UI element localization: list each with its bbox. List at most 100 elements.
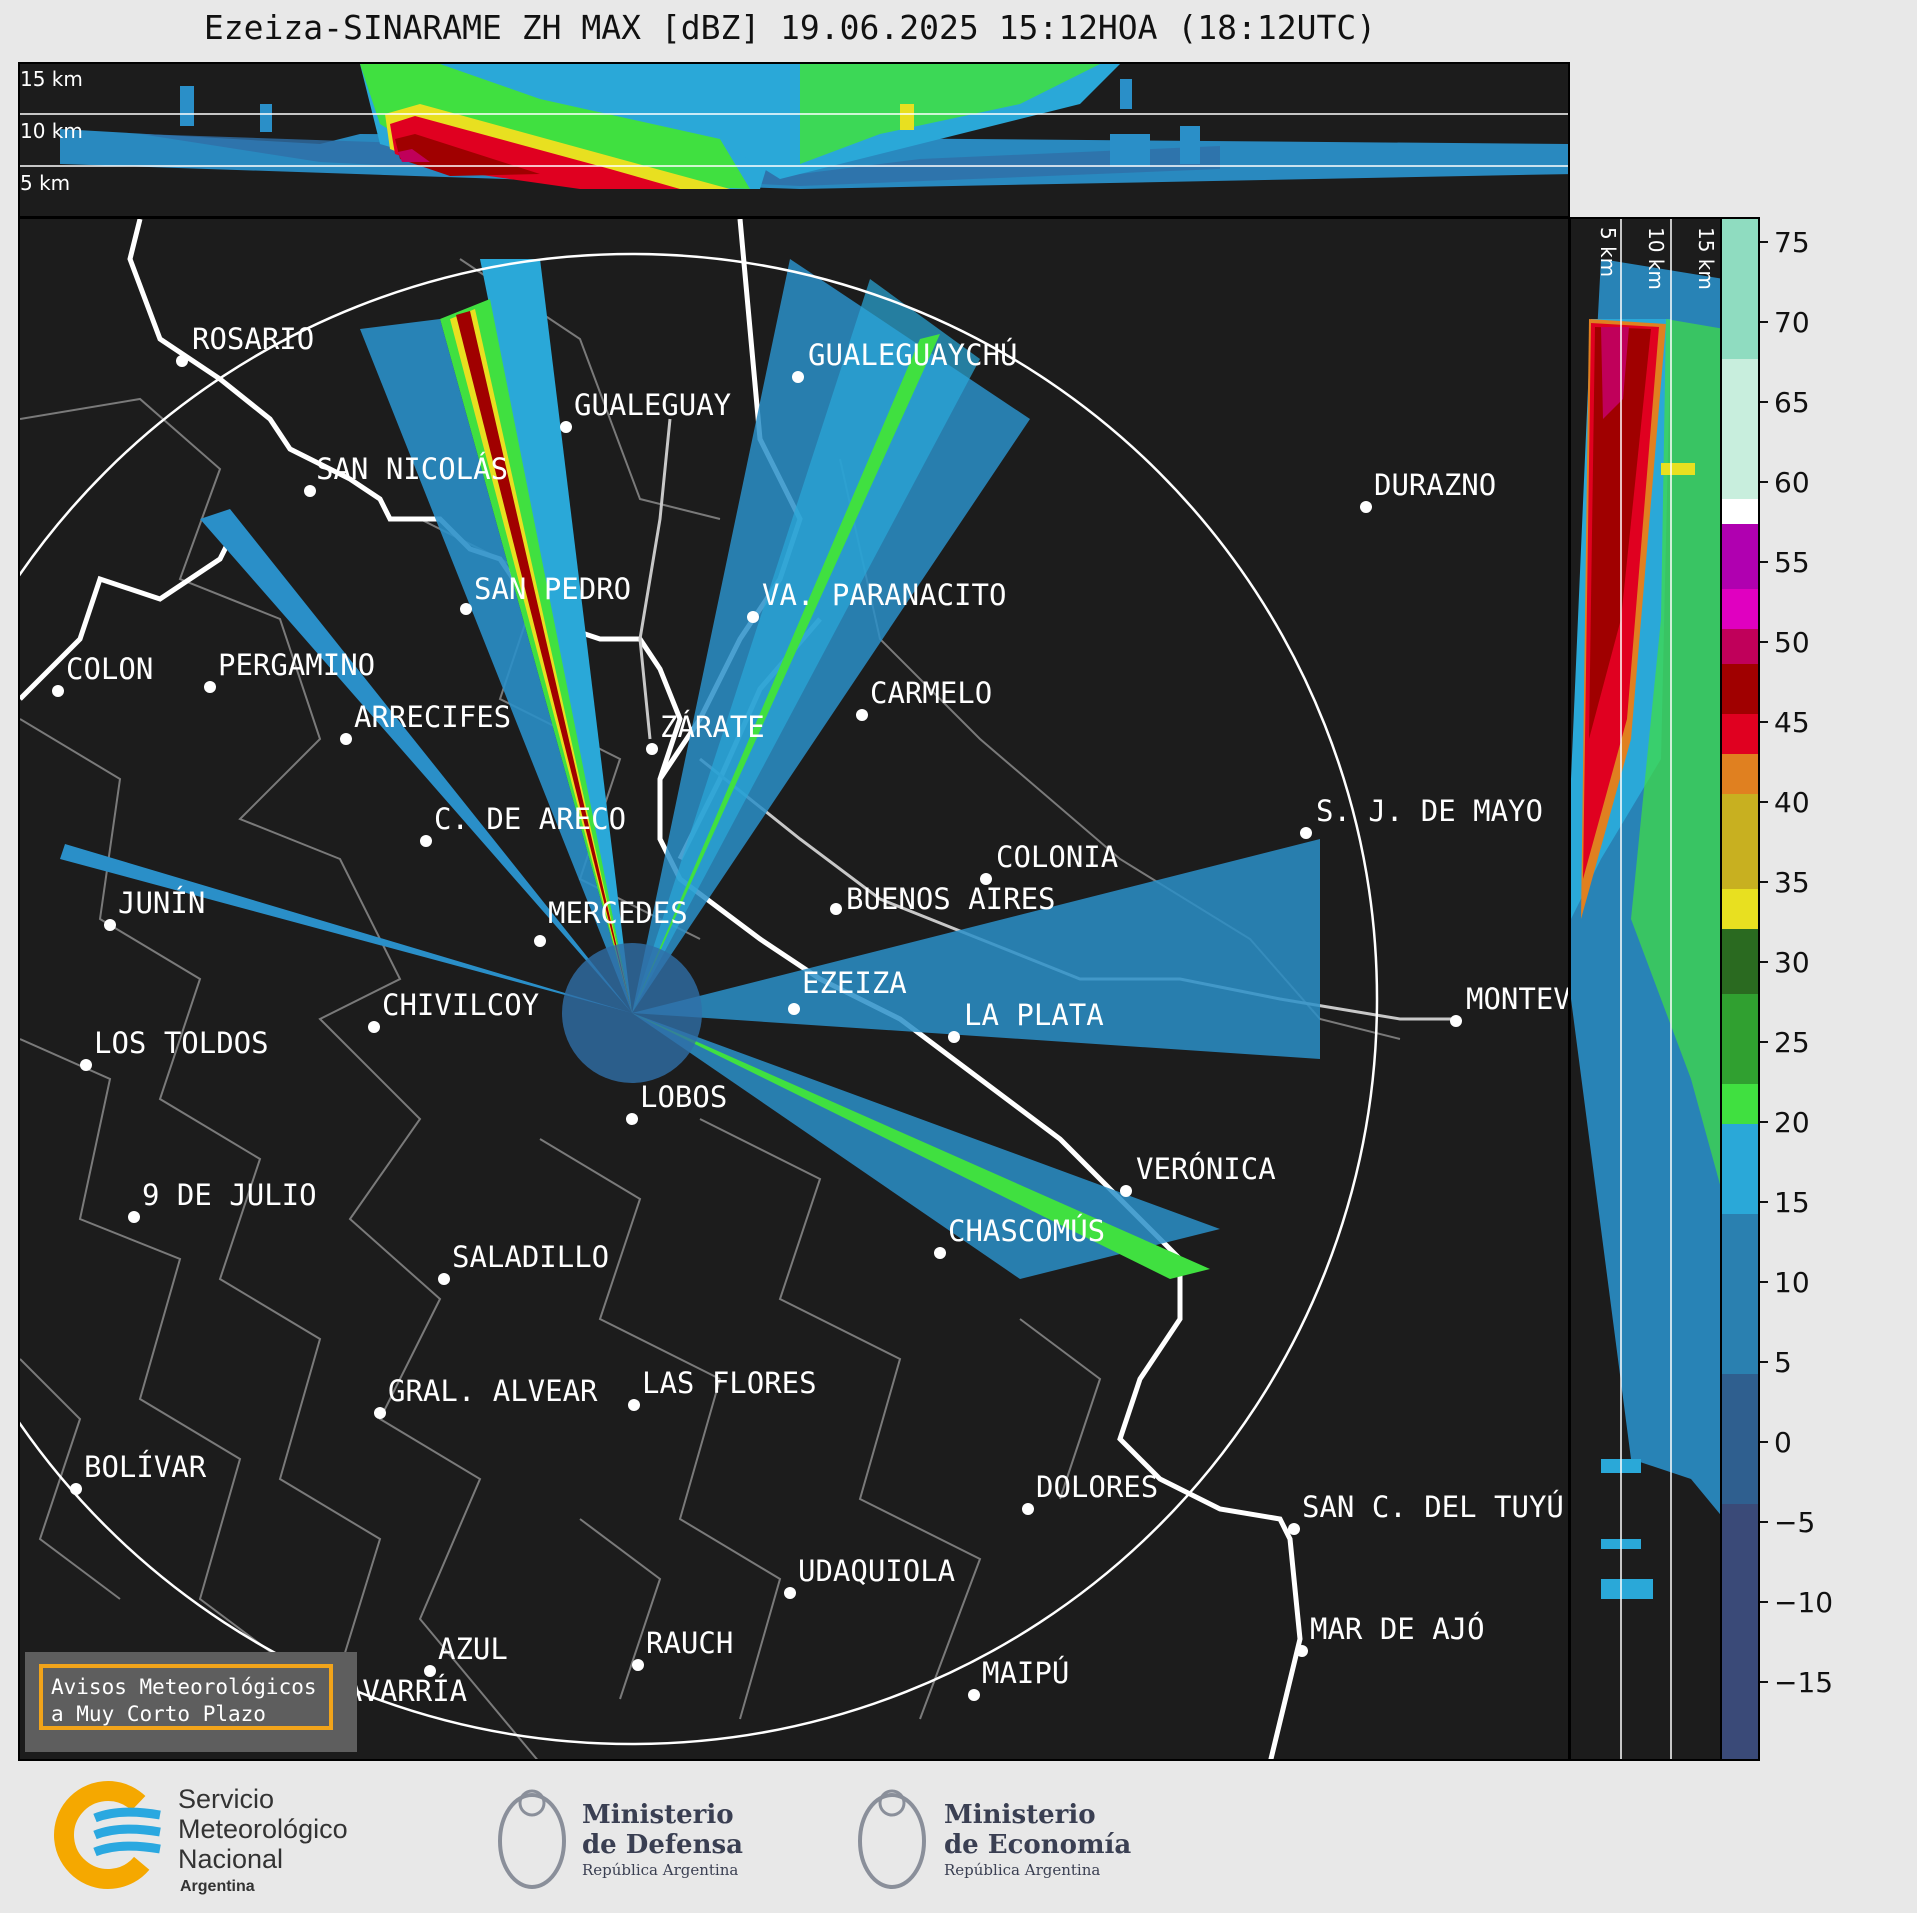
city-buenos-aires: BUENOS AIRES: [830, 882, 1056, 916]
colorbar-ticks: 75 70 65 60 55 50 45 40 35 30 25 20 15 1…: [1760, 217, 1900, 1761]
city-pergamino: PERGAMINO: [204, 648, 375, 693]
colorbar-tick-40: 40: [1774, 786, 1810, 819]
city-azul: AZUL: [424, 1632, 508, 1677]
svg-text:MAIPÚ: MAIPÚ: [982, 1656, 1069, 1690]
defensa-text-line-3: República Argentina: [582, 1861, 738, 1879]
city-maipu: MAIPÚ: [968, 1656, 1069, 1701]
svg-text:ROSARIO: ROSARIO: [192, 322, 314, 356]
colorbar-tick-0: 0: [1774, 1426, 1792, 1459]
echo-beam-nw-wide: [360, 319, 632, 1013]
svg-text:MAR DE AJÓ: MAR DE AJÓ: [1310, 1612, 1485, 1646]
svg-text:S. J. DE MAYO: S. J. DE MAYO: [1316, 794, 1543, 828]
smn-logo: Servicio Meteorológico Nacional Argentin…: [54, 1781, 348, 1895]
colorbar-band: [1722, 1084, 1758, 1124]
colorbar-tick-65: 65: [1774, 386, 1810, 419]
defensa-text-line-1: Ministerio: [582, 1800, 734, 1830]
svg-text:UDAQUIOLA: UDAQUIOLA: [798, 1554, 955, 1588]
echo-beam-junin: [60, 844, 632, 1013]
svg-text:SAN C. DEL TUYÚ: SAN C. DEL TUYÚ: [1302, 1490, 1564, 1524]
svg-text:GUALEGUAYCHÚ: GUALEGUAYCHÚ: [808, 338, 1018, 372]
city-gral-alvear: GRAL. ALVEAR: [374, 1374, 598, 1419]
svg-text:C. DE ARECO: C. DE ARECO: [434, 802, 626, 836]
svg-text:MERCEDES: MERCEDES: [548, 896, 688, 930]
side-cross-section-plot: 5 km 10 km 15 km: [1571, 219, 1720, 1759]
colorbar-band: [1722, 219, 1758, 359]
svg-text:PERGAMINO: PERGAMINO: [218, 648, 375, 682]
altitude-label-10km: 10 km: [20, 119, 83, 143]
colorbar-band: [1722, 714, 1758, 754]
colorbar-tick-60: 60: [1774, 466, 1810, 499]
city-rosario: ROSARIO: [176, 322, 314, 367]
smn-logo-wave-icon: [93, 1807, 161, 1823]
svg-text:VERÓNICA: VERÓNICA: [1136, 1152, 1276, 1186]
side-echo-magenta: [1601, 327, 1629, 419]
colorbar-band: [1722, 664, 1758, 714]
colorbar-tick-55: 55: [1774, 546, 1810, 579]
svg-text:SAN PEDRO: SAN PEDRO: [474, 572, 631, 606]
colorbar-band: [1722, 754, 1758, 794]
city-gualeguay: GUALEGUAY: [560, 388, 731, 433]
colorbar-band: [1722, 994, 1758, 1084]
svg-text:ARRECIFES: ARRECIFES: [354, 700, 511, 734]
colorbar-gradient: [1722, 219, 1758, 1759]
svg-text:VA. PARANACITO: VA. PARANACITO: [762, 578, 1006, 612]
colorbar-tick-75: 75: [1774, 226, 1810, 259]
smn-text-line-4: Argentina: [180, 1878, 255, 1895]
echo-column: [260, 104, 272, 132]
echo-beam-nw-red: [456, 311, 632, 1013]
avisos-line-2: a Muy Corto Plazo: [51, 1702, 266, 1726]
defensa-seal-icon: [498, 1793, 566, 1889]
economia-text-line-2: de Economía: [944, 1830, 1131, 1860]
svg-text:MONTEV: MONTEV: [1466, 982, 1570, 1016]
echo-fan-se-green: [632, 1013, 1210, 1279]
city-junin: JUNÍN: [104, 886, 205, 931]
city-las-flores: LAS FLORES: [628, 1366, 817, 1411]
economia-seal-icon: [858, 1793, 926, 1889]
city-la-plata: LA PLATA: [948, 998, 1104, 1043]
economia-sun-icon: [878, 1789, 906, 1817]
footer-logos: Servicio Meteorológico Nacional Argentin…: [0, 1763, 1917, 1909]
colorbar-tick-30: 30: [1774, 946, 1810, 979]
figure-title: Ezeiza-SINARAME ZH MAX [dBZ] 19.06.2025 …: [203, 8, 1377, 47]
city-zarate: ZÁRATE: [646, 710, 765, 755]
colorbar-band: [1722, 524, 1758, 589]
svg-text:DURAZNO: DURAZNO: [1374, 468, 1496, 502]
colorbar-band: [1722, 629, 1758, 664]
colorbar-tick-15: 15: [1774, 1186, 1810, 1219]
svg-text:BUENOS AIRES: BUENOS AIRES: [846, 882, 1056, 916]
svg-text:ZÁRATE: ZÁRATE: [660, 710, 765, 744]
echo-column: [1110, 134, 1150, 166]
side-altitude-label-10km: 10 km: [1644, 227, 1668, 290]
side-cross-section-panel: 5 km 10 km 15 km: [1569, 217, 1722, 1761]
svg-text:COLONIA: COLONIA: [996, 840, 1118, 874]
colorbar-band: [1722, 499, 1758, 524]
avisos-badge[interactable]: Avisos Meteorológicos a Muy Corto Plazo: [25, 1652, 357, 1752]
colorbar-band: [1722, 359, 1758, 499]
city-udaquiola: UDAQUIOLA: [784, 1554, 955, 1599]
svg-text:JUNÍN: JUNÍN: [118, 886, 205, 920]
city-arrecifes: ARRECIFES: [340, 700, 511, 745]
colorbar-tick-5: 5: [1774, 1346, 1792, 1379]
side-echo-darkred: [1589, 327, 1651, 739]
svg-text:BOLÍVAR: BOLÍVAR: [84, 1450, 207, 1484]
smn-text-line-1: Servicio: [178, 1784, 274, 1814]
colorbar-band: [1722, 1504, 1758, 1759]
range-ring: [20, 252, 1379, 1746]
city-chascomus: CHASCOMÚS: [934, 1214, 1105, 1259]
city-montev: MONTEV: [1450, 982, 1570, 1027]
radar-echoes: [60, 259, 1320, 1279]
city-los-toldos: LOS TOLDOS: [80, 1026, 269, 1071]
svg-text:SALADILLO: SALADILLO: [452, 1240, 609, 1274]
echo-cell-magenta: [398, 149, 430, 162]
city-lobos: LOBOS: [626, 1080, 727, 1125]
smn-logo-wave-icon: [93, 1841, 161, 1857]
svg-text:GRAL. ALVEAR: GRAL. ALVEAR: [388, 1374, 598, 1408]
side-altitude-label-5km: 5 km: [1596, 227, 1620, 277]
colorbar-tick-20: 20: [1774, 1106, 1810, 1139]
svg-text:LAS FLORES: LAS FLORES: [642, 1366, 817, 1400]
colorbar-tick-35: 35: [1774, 866, 1810, 899]
echo-fan-east: [632, 839, 1320, 1059]
colorbar-band: [1722, 1124, 1758, 1214]
city-durazno: DURAZNO: [1360, 468, 1496, 513]
city-colonia: COLONIA: [980, 840, 1118, 885]
